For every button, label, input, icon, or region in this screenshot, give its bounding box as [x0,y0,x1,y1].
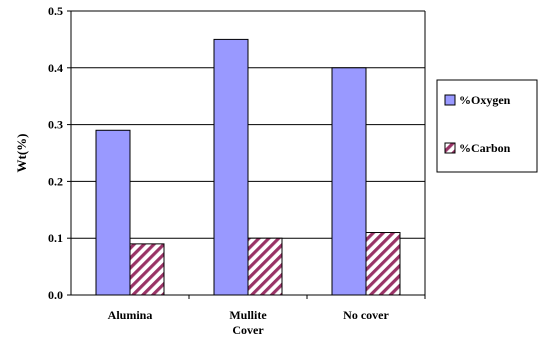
y-tick-label: 0.0 [48,288,63,302]
legend-swatch [444,142,456,154]
y-tick-label: 0.4 [48,61,63,75]
y-tick-label: 0.1 [48,231,63,245]
bar-carbon [247,237,283,296]
legend-label: %Carbon [459,141,511,155]
bars [95,38,401,296]
bar-carbon [129,243,165,296]
y-tick-label: 0.3 [48,118,63,132]
bar-carbon [365,232,401,296]
legend: %Oxygen %Carbon [436,79,538,173]
y-tick-label: 0.2 [48,174,63,188]
legend-label: %Oxygen [459,93,511,107]
legend-swatch [444,94,456,106]
x-tick-label: Cover [232,323,264,337]
y-axis-label: Wt(%) [14,134,29,173]
bar-oxygen [213,38,249,296]
axes [67,10,426,299]
x-tick-label: No cover [343,308,389,322]
x-tick-label: Alumina [108,308,153,322]
bar-oxygen [95,129,131,296]
x-tick-label: Mullite [229,308,267,322]
bar-oxygen [331,67,367,296]
y-tick-label: 0.5 [48,4,63,18]
